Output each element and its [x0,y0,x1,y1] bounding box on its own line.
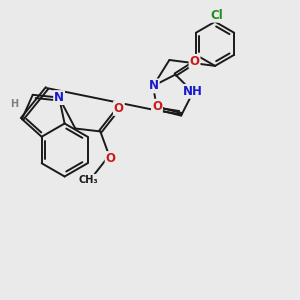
Text: O: O [106,152,116,165]
Text: N: N [149,80,159,92]
Text: CH₃: CH₃ [79,175,98,185]
Text: NH: NH [183,85,203,98]
Text: H: H [10,99,18,109]
Text: O: O [152,100,162,113]
Text: Cl: Cl [210,9,223,22]
Text: O: O [190,55,200,68]
Text: N: N [54,91,64,104]
Text: O: O [114,102,124,115]
